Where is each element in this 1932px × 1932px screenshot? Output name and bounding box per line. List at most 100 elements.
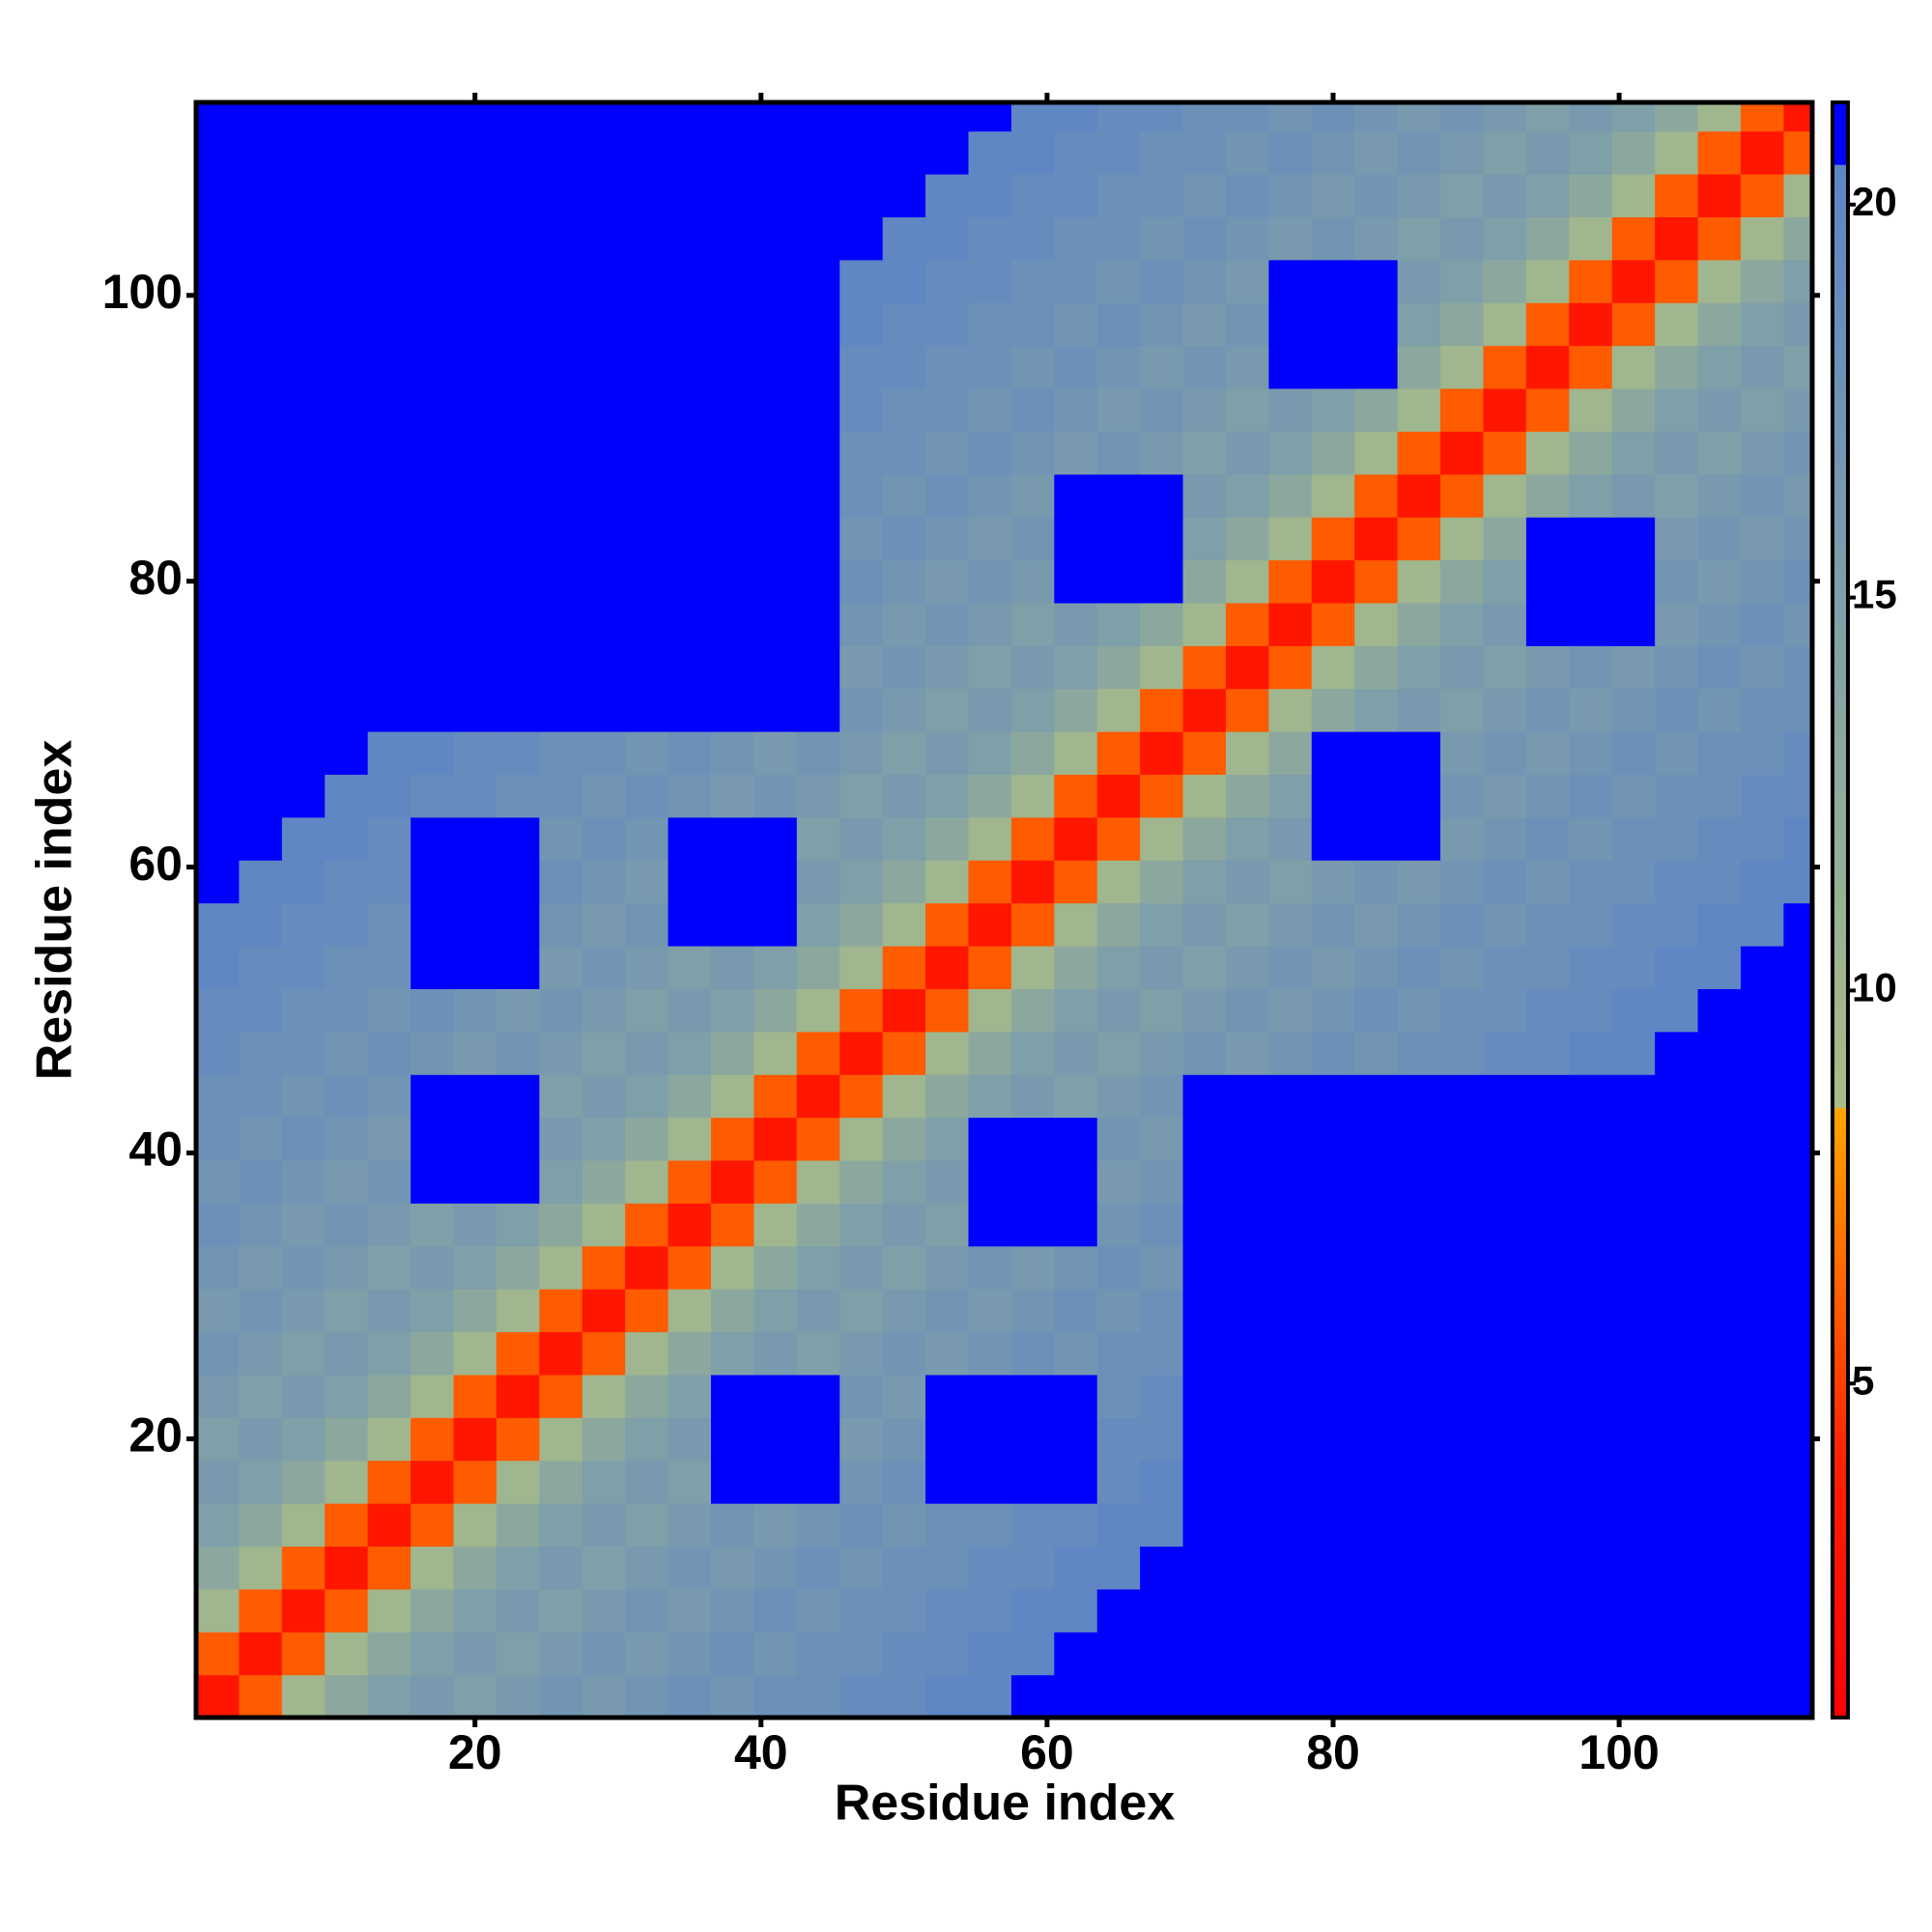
- heatmap-cell: [281, 387, 326, 432]
- heatmap-cell: [1611, 473, 1656, 518]
- heatmap-cell: [1697, 688, 1742, 732]
- heatmap-cell: [753, 1674, 798, 1718]
- heatmap-cell: [582, 988, 626, 1033]
- heatmap-cell: [1096, 302, 1141, 347]
- heatmap-cell: [1655, 1245, 1699, 1290]
- heatmap-cell: [1697, 1159, 1742, 1204]
- heatmap-cell: [1354, 517, 1399, 561]
- heatmap-cell: [582, 1289, 626, 1333]
- heatmap-cell: [582, 302, 626, 347]
- heatmap-cell: [1096, 259, 1141, 303]
- heatmap-cell: [1740, 774, 1784, 818]
- heatmap-cell: [1569, 774, 1613, 818]
- heatmap-cell: [668, 259, 712, 303]
- heatmap-cell: [710, 130, 755, 175]
- heatmap-cell: [710, 645, 755, 690]
- heatmap-cell: [668, 1374, 712, 1418]
- heatmap-cell: [1096, 731, 1141, 776]
- heatmap-cell: [1740, 259, 1784, 303]
- heatmap-cell: [1096, 1503, 1141, 1548]
- heatmap-cell: [1054, 902, 1098, 947]
- heatmap-cell: [1096, 1632, 1141, 1676]
- heatmap-cell: [882, 1588, 926, 1633]
- heatmap-cell: [325, 688, 369, 732]
- heatmap-cell: [625, 1203, 669, 1247]
- heatmap-cell: [539, 1546, 583, 1590]
- heatmap-cell: [1655, 173, 1699, 217]
- heatmap-cell: [582, 1117, 626, 1161]
- heatmap-cell: [1611, 1074, 1656, 1119]
- heatmap-cell: [539, 1503, 583, 1548]
- heatmap-cell: [710, 387, 755, 432]
- heatmap-cell: [925, 774, 970, 818]
- colorbar: [1831, 100, 1850, 1719]
- heatmap-cell: [1483, 1074, 1527, 1119]
- heatmap-cell: [1397, 1546, 1441, 1590]
- heatmap-cell: [753, 1159, 798, 1204]
- heatmap-cell: [1354, 1674, 1399, 1718]
- heatmap-cell: [1611, 173, 1656, 217]
- heatmap-cell: [1740, 102, 1784, 132]
- heatmap-cell: [1397, 517, 1441, 561]
- heatmap-cell: [496, 1546, 540, 1590]
- heatmap-cell: [753, 345, 798, 389]
- heatmap-cell: [1354, 387, 1399, 432]
- heatmap-cell: [882, 559, 926, 604]
- heatmap-cell: [1054, 988, 1098, 1033]
- heatmap-cell: [668, 173, 712, 217]
- heatmap-cell: [1525, 1588, 1570, 1633]
- heatmap-cell: [1655, 1460, 1699, 1504]
- heatmap-cell: [1225, 774, 1269, 818]
- heatmap-cell: [1569, 731, 1613, 776]
- heatmap-cell: [968, 1503, 1012, 1548]
- heatmap-cell: [1655, 216, 1699, 261]
- heatmap-cell: [1525, 1245, 1570, 1290]
- heatmap-cell: [625, 731, 669, 776]
- heatmap-cell: [1483, 1159, 1527, 1204]
- heatmap-cell: [367, 259, 412, 303]
- heatmap-cell: [1611, 902, 1656, 947]
- heatmap-cell: [453, 302, 497, 347]
- heatmap-cell: [325, 645, 369, 690]
- heatmap-cell: [1397, 602, 1441, 646]
- heatmap-cell: [1740, 902, 1784, 947]
- heatmap-cell: [1397, 945, 1441, 989]
- heatmap-cell: [1268, 216, 1313, 261]
- heatmap-cell: [367, 387, 412, 432]
- heatmap-cell: [196, 902, 241, 947]
- heatmap-cell: [582, 1331, 626, 1376]
- heatmap-cell: [1697, 1331, 1742, 1376]
- heatmap-cell: [239, 259, 283, 303]
- heatmap-cell: [239, 517, 283, 561]
- heatmap-cell: [1268, 102, 1313, 132]
- heatmap-cell: [582, 1245, 626, 1290]
- heatmap-cell: [1225, 1546, 1269, 1590]
- heatmap-cell: [1096, 345, 1141, 389]
- heatmap-cell: [367, 1632, 412, 1676]
- heatmap-cell: [496, 816, 540, 861]
- heatmap-cell: [1440, 1632, 1485, 1676]
- heatmap-cell: [1740, 602, 1784, 646]
- heatmap-cell: [668, 1289, 712, 1333]
- heatmap-cell: [1010, 988, 1055, 1033]
- heatmap-cell: [196, 1374, 241, 1418]
- heatmap-cell: [1010, 902, 1055, 947]
- heatmap-cell: [882, 517, 926, 561]
- heatmap-cell: [1354, 945, 1399, 989]
- heatmap-cell: [1268, 1503, 1313, 1548]
- heatmap-cell: [1697, 1460, 1742, 1504]
- heatmap-cell: [1655, 1289, 1699, 1333]
- heatmap-cell: [1140, 1331, 1184, 1376]
- heatmap-cell: [496, 902, 540, 947]
- heatmap-cell: [1525, 602, 1570, 646]
- heatmap-cell: [1397, 1074, 1441, 1119]
- heatmap-cell: [1525, 387, 1570, 432]
- heatmap-cell: [281, 945, 326, 989]
- heatmap-cell: [1525, 102, 1570, 132]
- heatmap-cell: [539, 216, 583, 261]
- heatmap-cell: [367, 816, 412, 861]
- heatmap-cell: [1783, 1117, 1812, 1161]
- heatmap-cell: [1569, 387, 1613, 432]
- heatmap-cell: [1140, 216, 1184, 261]
- heatmap-cell: [1483, 1289, 1527, 1333]
